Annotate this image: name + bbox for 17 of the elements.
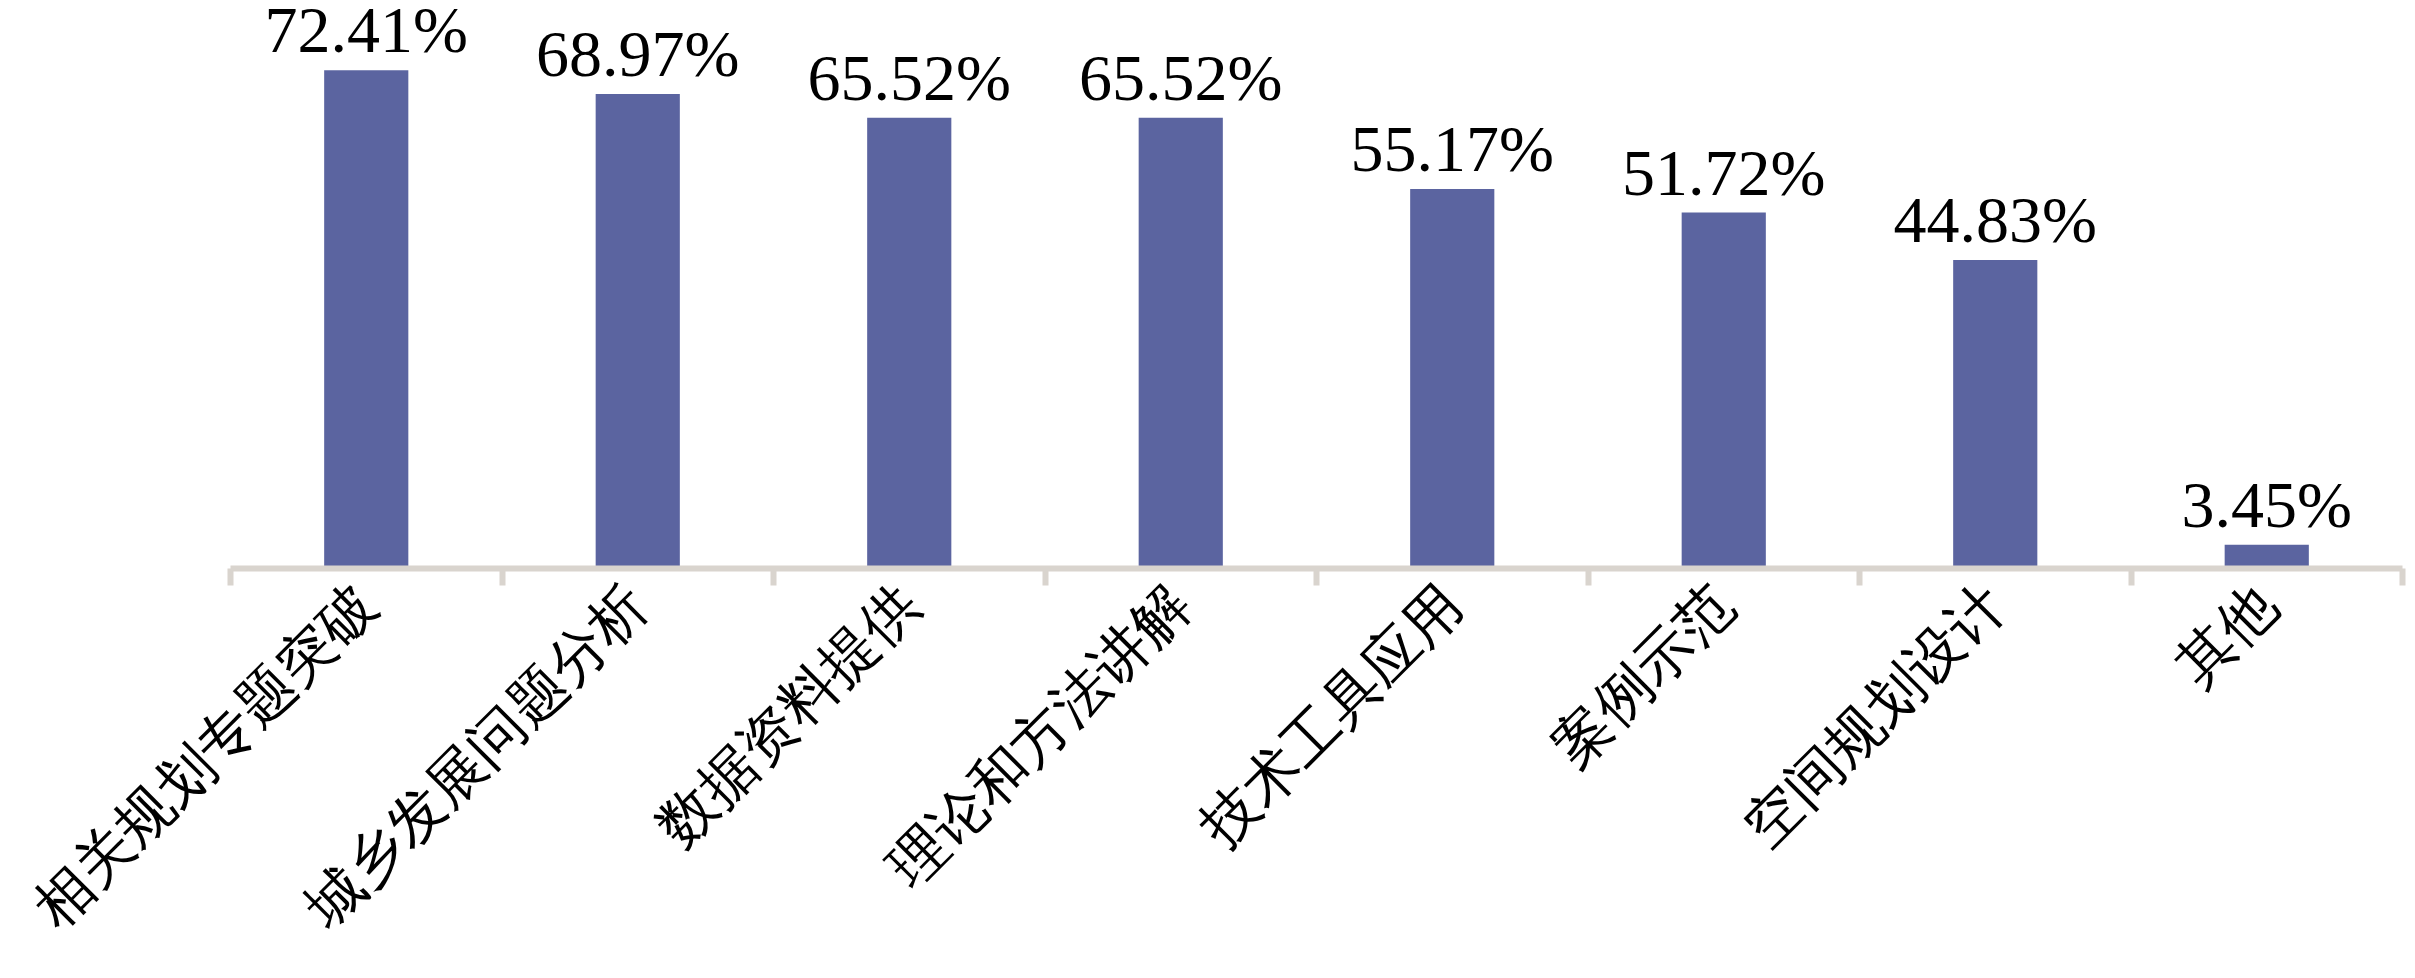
bar xyxy=(867,117,952,569)
data-label: 72.41% xyxy=(264,0,468,67)
bar xyxy=(595,93,680,569)
data-label: 51.72% xyxy=(1622,135,1826,209)
bar xyxy=(1681,212,1766,569)
data-label: 44.83% xyxy=(1893,183,2097,257)
bar xyxy=(324,70,409,569)
data-label: 68.97% xyxy=(536,16,740,90)
bar xyxy=(1138,117,1223,569)
bar xyxy=(1953,260,2038,569)
x-tick-label: 其他 xyxy=(2163,572,2290,698)
data-label: 65.52% xyxy=(807,40,1011,114)
x-tick-label: 案例示范 xyxy=(1540,572,1747,778)
data-label: 3.45% xyxy=(2181,467,2352,541)
data-label: 65.52% xyxy=(1079,40,1283,114)
bar xyxy=(1410,188,1495,569)
data-label: 55.17% xyxy=(1350,111,1554,185)
